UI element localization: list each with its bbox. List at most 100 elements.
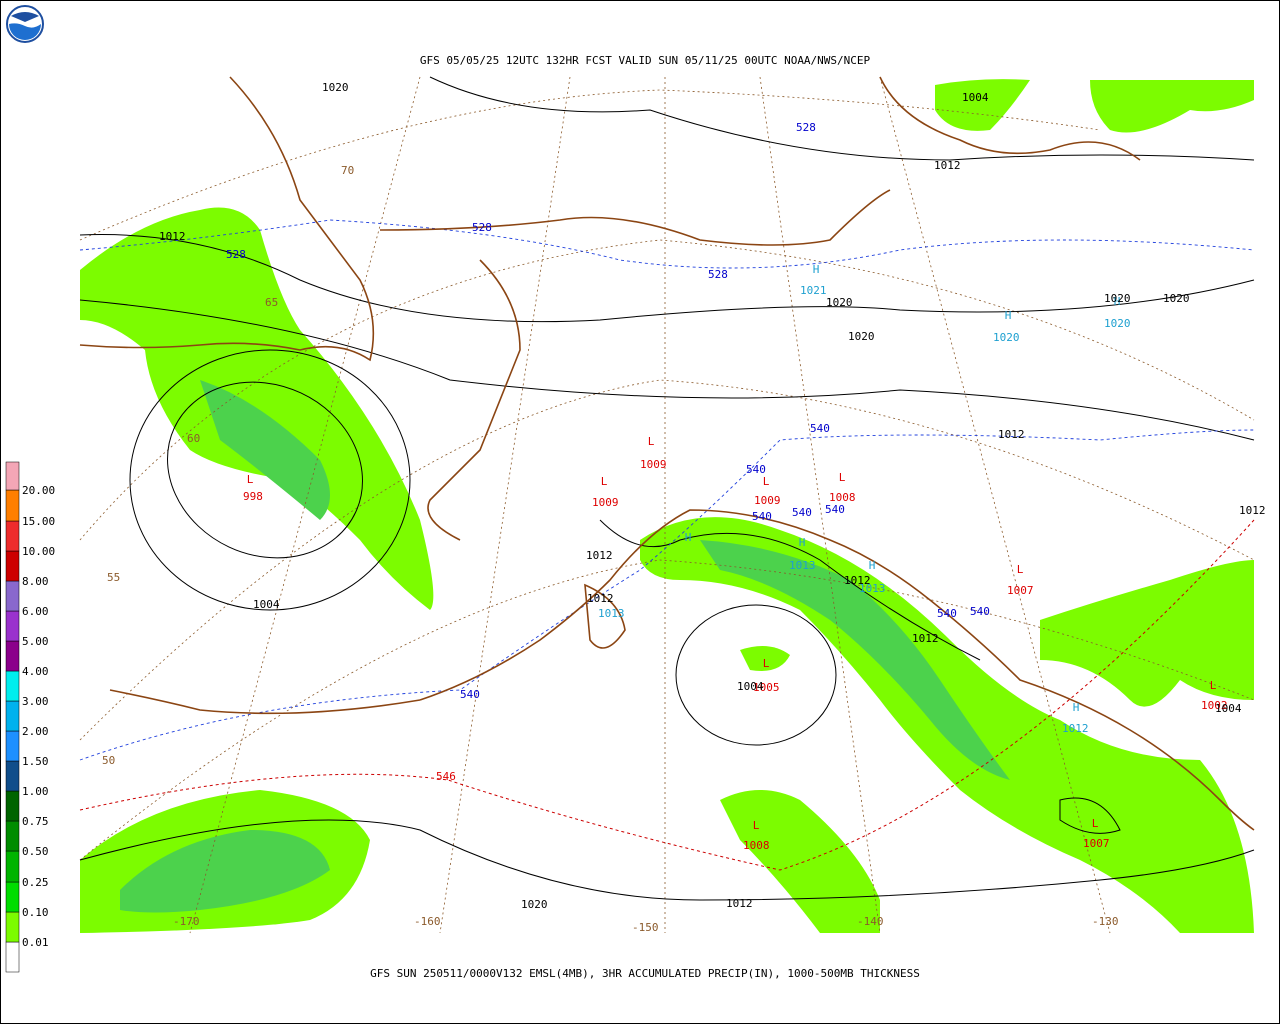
pressure-value: 1005	[753, 681, 780, 694]
thickness-label: 528	[472, 221, 492, 234]
pressure-symbol: L	[648, 435, 655, 448]
legend-label: 0.01	[22, 936, 49, 949]
grid-label: -160	[414, 915, 441, 928]
isobar-label: 1012	[587, 592, 614, 605]
pressure-value: 1009	[754, 494, 781, 507]
legend-label: 6.00	[22, 605, 49, 618]
legend-box	[5, 520, 20, 552]
legend-label: 0.25	[22, 876, 49, 889]
isobar-label: 1012	[934, 159, 961, 172]
pressure-symbol: H	[685, 531, 692, 544]
pressure-symbol: H	[869, 559, 876, 572]
pressure-value: 1008	[743, 839, 770, 852]
thickness-label: 528	[796, 121, 816, 134]
isobar-label: 1004	[253, 598, 280, 611]
coastlines	[79, 76, 1255, 831]
isobar-label: 1012	[159, 230, 186, 243]
isobar-label: 1020	[826, 296, 853, 309]
pressure-value: 1021	[800, 284, 827, 297]
thickness-label: 540	[810, 422, 830, 435]
legend-box	[5, 700, 20, 732]
isobar-label: 1020	[848, 330, 875, 343]
legend-box	[5, 461, 20, 491]
legend-label: 1.50	[22, 755, 49, 768]
pressure-symbol: L	[1017, 563, 1024, 576]
grid-label: 60	[187, 432, 200, 445]
pressure-symbol: H	[813, 263, 820, 276]
legend-box	[5, 911, 20, 943]
legend-box	[5, 550, 20, 582]
isobar-label: 1012	[998, 428, 1025, 441]
grid-label: 50	[102, 754, 115, 767]
legend-box	[5, 850, 20, 883]
thickness-label: 546	[436, 770, 456, 783]
pressure-value: 1009	[640, 458, 667, 471]
pressure-value: 1013	[859, 582, 886, 595]
pressure-value: 998	[243, 490, 263, 503]
isobar-label: 1020	[1104, 292, 1131, 305]
grid-label: 65	[265, 296, 278, 309]
legend-label: 2.00	[22, 725, 49, 738]
isobar-label: 1012	[912, 632, 939, 645]
isobar-label: 1004	[962, 91, 989, 104]
pressure-symbol: H	[1073, 701, 1080, 714]
thickness-label: 540	[752, 510, 772, 523]
pressure-symbol: L	[601, 475, 608, 488]
thickness	[79, 219, 1255, 871]
legend-label: 10.00	[22, 545, 55, 558]
legend-box	[5, 580, 20, 612]
map-caption: GFS SUN 250511/0000V132 EMSL(4MB), 3HR A…	[370, 967, 920, 980]
isobar-label: 1012	[1239, 504, 1266, 517]
legend-box	[5, 730, 20, 762]
isobar-label: 1012	[586, 549, 613, 562]
isobar-label: 1004	[1215, 702, 1242, 715]
grid-label: -130	[1092, 915, 1119, 928]
precipitation	[80, 79, 1254, 933]
legend-label: 8.00	[22, 575, 49, 588]
pressure-symbol: L	[1092, 817, 1099, 830]
pressure-value: 1009	[592, 496, 619, 509]
grid-label: -140	[857, 915, 884, 928]
isobar-label: 1020	[521, 898, 548, 911]
legend-box	[5, 489, 20, 522]
pressure-value: 1020	[1104, 317, 1131, 330]
labels: L 998 L 1009 L 1009 L 1009 L 1008 L 1005 L 1007 L 1008 L…	[102, 81, 1266, 934]
thickness-label: 528	[708, 268, 728, 281]
legend-label: 20.00	[22, 484, 55, 497]
pressure-value: 1007	[1007, 584, 1034, 597]
thickness-label: 528	[226, 248, 246, 261]
legend-box	[5, 790, 20, 822]
noaa-logo	[6, 5, 44, 43]
thickness-label: 540	[937, 607, 957, 620]
pressure-value: 1020	[993, 331, 1020, 344]
pressure-symbol: H	[1114, 295, 1121, 308]
pressure-symbol: L	[839, 471, 846, 484]
pressure-symbol: H	[799, 536, 806, 549]
legend-label: 1.00	[22, 785, 49, 798]
pressure-symbol: L	[1210, 679, 1217, 692]
legend-base-box	[5, 941, 20, 973]
isobars	[79, 76, 1255, 901]
legend-label: 15.00	[22, 515, 55, 528]
pressure-symbol: L	[763, 475, 770, 488]
legend-label: 0.10	[22, 906, 49, 919]
thickness-label: 540	[825, 503, 845, 516]
isobar-label: 1020	[1163, 292, 1190, 305]
legend-label: 0.75	[22, 815, 49, 828]
legend-label: 3.00	[22, 695, 49, 708]
pressure-value: 1008	[829, 491, 856, 504]
thickness-label: 540	[970, 605, 990, 618]
legend-box	[5, 640, 20, 672]
legend-box	[5, 610, 20, 642]
legend-box	[5, 820, 20, 852]
pressure-symbol: L	[753, 819, 760, 832]
isobar-label: 1012	[844, 574, 871, 587]
map-title: GFS 05/05/25 12UTC 132HR FCST VALID SUN …	[420, 54, 871, 67]
legend-label: 5.00	[22, 635, 49, 648]
isobar-label: 1012	[726, 897, 753, 910]
pressure-symbol: L	[763, 657, 770, 670]
isobar-label: 1020	[322, 81, 349, 94]
thickness-label: 540	[460, 688, 480, 701]
lat-lon-grid	[79, 76, 1255, 934]
pressure-value: 1007	[1083, 837, 1110, 850]
